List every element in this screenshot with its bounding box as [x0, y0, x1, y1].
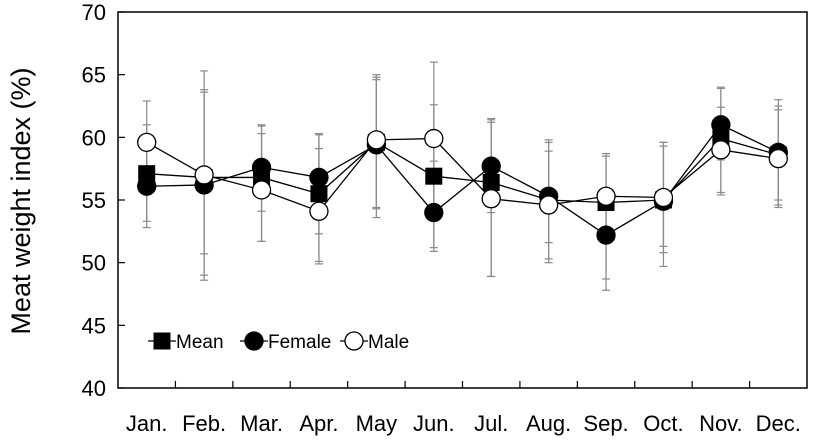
data-point-mean [310, 185, 328, 203]
data-point-mean [482, 173, 500, 191]
data-point-male [137, 132, 157, 152]
legend-label-mean: Mean [176, 332, 224, 353]
data-point-mean [425, 167, 443, 185]
data-point-male [194, 165, 214, 185]
data-point-female [711, 115, 731, 135]
data-point-female [596, 225, 616, 245]
data-point-male [424, 128, 444, 149]
x-tick-label: Oct. [643, 411, 683, 436]
legend-marker-mean [153, 332, 171, 350]
x-tick-label: Jun. [413, 411, 455, 436]
x-tick-label: Aug. [526, 411, 571, 436]
legend-label-male: Male [368, 332, 409, 353]
y-axis-label: Meat weight index (%) [6, 67, 36, 334]
axes: 40 45 50 55 60 65 70 Jan. Feb. Mar. Apr. May Jun. Jul… [82, 0, 808, 436]
x-tick-label: Nov. [699, 411, 743, 436]
x-tick-label: Dec. [756, 411, 801, 436]
data-point-male [596, 186, 616, 206]
data-point-female [309, 167, 329, 188]
x-tick-label: Feb. [182, 411, 226, 436]
y-tick-label: 50 [82, 251, 106, 276]
series-markers [137, 115, 788, 245]
data-point-male [481, 189, 501, 209]
data-point-female [137, 176, 157, 196]
legend-marker-male [344, 331, 364, 351]
data-point-female [251, 157, 272, 178]
data-point-male [538, 195, 559, 215]
y-tick-label: 55 [82, 188, 106, 213]
data-point-female [424, 202, 444, 223]
x-tick-label: Jul. [474, 411, 508, 436]
x-tick-label: Sep. [583, 411, 628, 436]
legend-label-female: Female [268, 332, 331, 353]
series-line-male [146, 137, 779, 213]
x-tick-label: Apr. [299, 411, 338, 436]
series-line-female [146, 123, 779, 236]
data-point-male [251, 180, 272, 200]
series-lines [146, 123, 779, 236]
x-tick-label: May [356, 411, 398, 436]
data-point-male [711, 140, 731, 160]
series-line-mean [146, 137, 779, 204]
legend: Mean Female Male [148, 331, 409, 353]
y-tick-label: 40 [82, 376, 106, 401]
data-point-male [768, 148, 788, 169]
x-tick-label: Mar. [240, 411, 283, 436]
y-tick-label: 45 [82, 313, 106, 338]
data-point-male [366, 130, 387, 150]
y-tick-label: 60 [82, 125, 106, 150]
y-tick-label: 70 [82, 0, 106, 25]
data-point-female [481, 156, 501, 176]
legend-marker-female [244, 331, 264, 351]
data-point-male [653, 187, 674, 208]
y-tick-label: 65 [82, 63, 106, 88]
data-point-male [309, 201, 329, 221]
x-tick-label: Jan. [126, 411, 168, 436]
